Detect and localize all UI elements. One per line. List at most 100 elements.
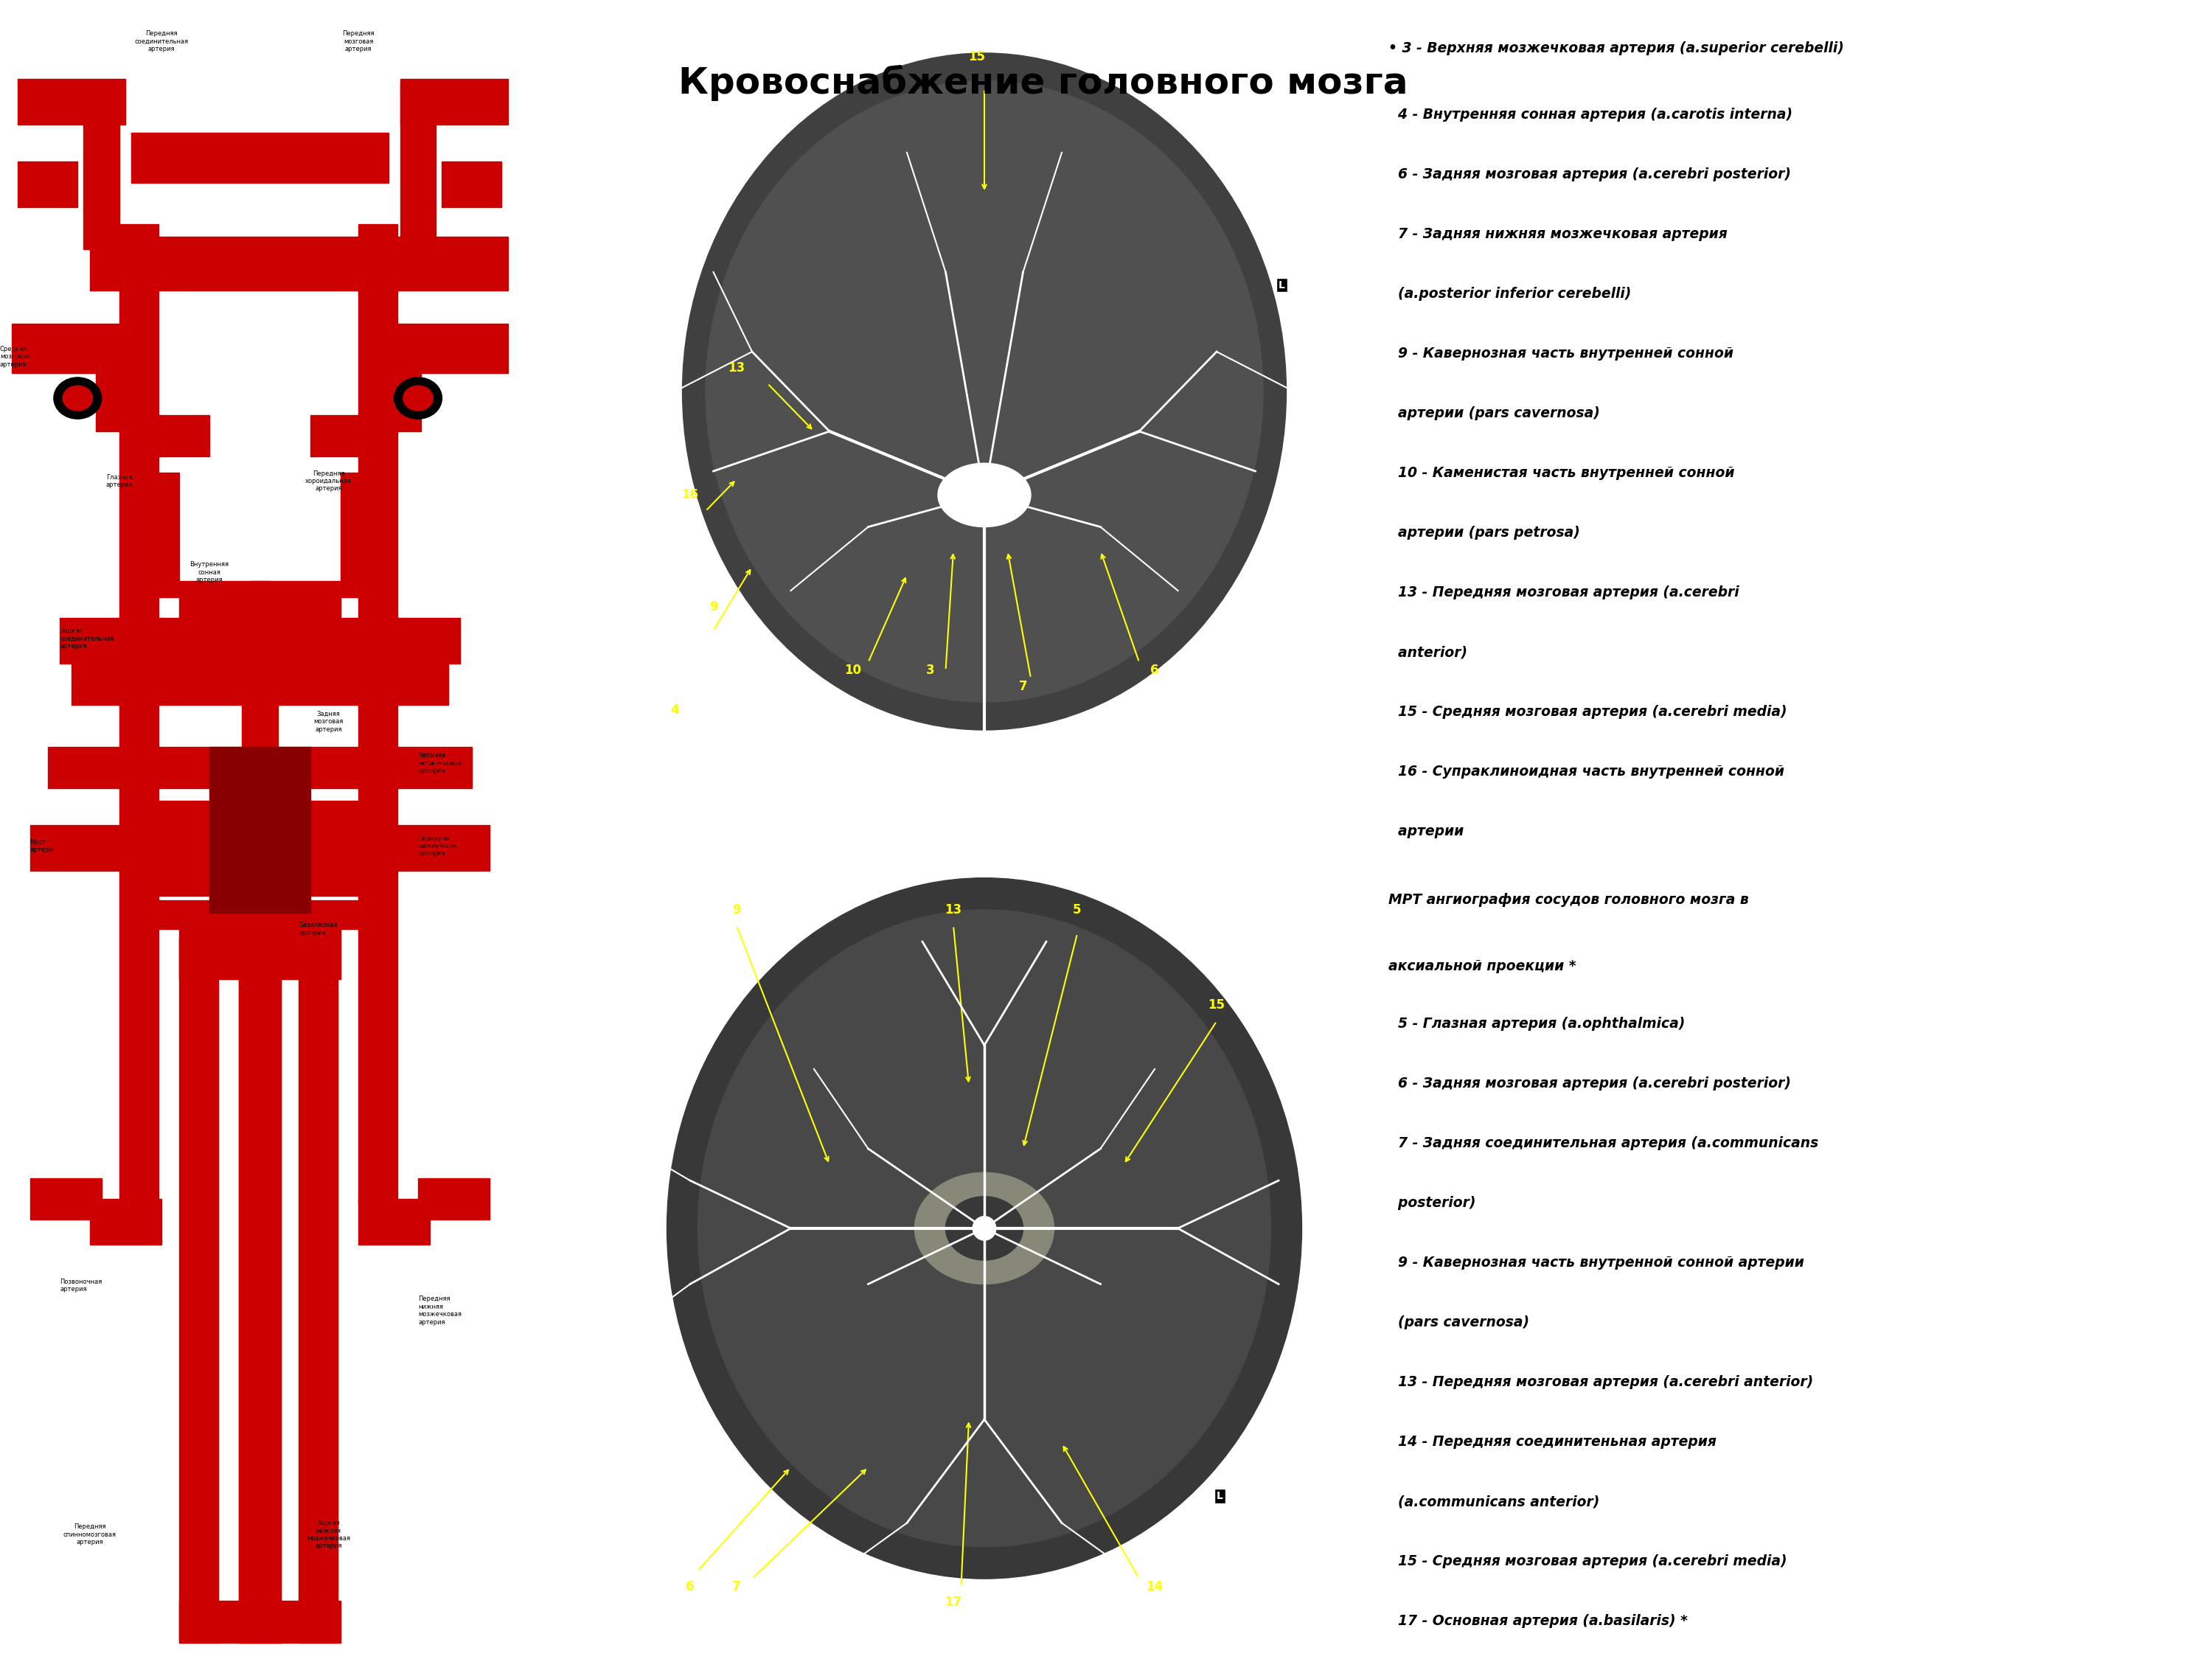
Bar bbox=[49, 747, 250, 788]
Ellipse shape bbox=[668, 878, 1301, 1579]
Bar bbox=[310, 415, 383, 456]
Text: 9 - Кавернозная часть внутренной сонной артерии: 9 - Кавернозная часть внутренной сонной … bbox=[1389, 1256, 1805, 1269]
Ellipse shape bbox=[916, 1173, 1053, 1284]
Bar bbox=[270, 825, 489, 871]
Ellipse shape bbox=[403, 385, 434, 410]
Bar bbox=[150, 899, 250, 929]
Text: (a.posterior inferior cerebelli): (a.posterior inferior cerebelli) bbox=[1389, 287, 1630, 300]
Text: 6 - Задняя мозговая артерия (a.cerebri posterior): 6 - Задняя мозговая артерия (a.cerebri p… bbox=[1389, 168, 1792, 181]
Bar bbox=[18, 78, 126, 124]
Text: 7: 7 bbox=[732, 1579, 741, 1593]
Ellipse shape bbox=[62, 385, 93, 410]
Ellipse shape bbox=[394, 377, 442, 418]
Bar bbox=[400, 83, 436, 249]
Text: Передняя
нижнемозж.
артерия: Передняя нижнемозж. артерия bbox=[418, 834, 458, 858]
Bar bbox=[208, 747, 310, 912]
Bar bbox=[270, 800, 369, 830]
Bar bbox=[18, 161, 77, 207]
Text: L: L bbox=[1217, 1491, 1223, 1501]
Bar bbox=[241, 597, 279, 954]
Text: 15 - Средняя мозговая артерия (a.cerebri media): 15 - Средняя мозговая артерия (a.cerebri… bbox=[1389, 705, 1787, 718]
Text: аксиальной проекции *: аксиальной проекции * bbox=[1389, 959, 1575, 972]
Bar bbox=[270, 664, 447, 705]
Text: 14 - Передняя соединитеньная артерия: 14 - Передняя соединитеньная артерия bbox=[1389, 1435, 1717, 1448]
Text: Передняя
спинномозговая
артерия: Передняя спинномозговая артерия bbox=[62, 1523, 115, 1546]
Text: 6: 6 bbox=[1150, 664, 1159, 677]
Text: 7 - Задняя нижняя мозжечковая артерия: 7 - Задняя нижняя мозжечковая артерия bbox=[1389, 227, 1728, 241]
Bar bbox=[88, 1198, 161, 1244]
Text: 4 - Внутренняя сонная артерия (a.carotis interna): 4 - Внутренняя сонная артерия (a.carotis… bbox=[1389, 108, 1792, 121]
Bar bbox=[358, 224, 398, 539]
Text: 5 - Глазная артерия (a.ophthalmica): 5 - Глазная артерия (a.ophthalmica) bbox=[1389, 1017, 1686, 1030]
Text: 16: 16 bbox=[681, 488, 699, 501]
Text: 10 - Каменистая часть внутренней сонной: 10 - Каменистая часть внутренней сонной bbox=[1389, 466, 1734, 479]
Bar bbox=[137, 415, 208, 456]
Text: 10: 10 bbox=[845, 664, 860, 677]
Text: anterior): anterior) bbox=[1389, 645, 1467, 659]
Text: 15: 15 bbox=[969, 50, 984, 63]
Bar bbox=[239, 937, 281, 1642]
Text: 4: 4 bbox=[670, 703, 679, 717]
Bar bbox=[358, 539, 398, 1203]
Text: Передняя
хороидальная
артерия: Передняя хороидальная артерия bbox=[305, 469, 352, 493]
Text: Кровоснабжение головного мозга: Кровоснабжение головного мозга bbox=[677, 65, 1407, 101]
Bar bbox=[60, 617, 270, 664]
Text: 5: 5 bbox=[1073, 902, 1082, 916]
Bar bbox=[383, 365, 420, 431]
Text: • 3 - Верхняя мозжечковая артерия (a.superior cerebelli): • 3 - Верхняя мозжечковая артерия (a.sup… bbox=[1389, 41, 1845, 55]
Bar bbox=[11, 324, 131, 373]
Bar bbox=[358, 1198, 429, 1244]
Text: 9 - Кавернозная часть внутренней сонной: 9 - Кавернозная часть внутренней сонной bbox=[1389, 347, 1734, 360]
Bar bbox=[400, 78, 507, 124]
Text: 13: 13 bbox=[728, 362, 745, 375]
Bar bbox=[341, 473, 369, 597]
Bar bbox=[150, 800, 250, 830]
Text: 6 - Задняя мозговая артерия (a.cerebri posterior): 6 - Задняя мозговая артерия (a.cerebri p… bbox=[1389, 1077, 1792, 1090]
Bar bbox=[239, 962, 281, 1642]
Bar bbox=[299, 937, 338, 1642]
Text: артерии (pars petrosa): артерии (pars petrosa) bbox=[1389, 526, 1579, 539]
Text: 9: 9 bbox=[732, 902, 741, 916]
Bar bbox=[131, 133, 389, 182]
Bar bbox=[179, 926, 341, 979]
Text: Задняя
нижняя
мозжечковая
артерия: Задняя нижняя мозжечковая артерия bbox=[307, 1520, 349, 1550]
Ellipse shape bbox=[706, 81, 1263, 702]
Ellipse shape bbox=[973, 1216, 995, 1241]
Text: Мост
артерм: Мост артерм bbox=[31, 839, 53, 853]
Text: Средняя
мозговая
артерия: Средняя мозговая артерия bbox=[0, 345, 29, 368]
Text: 14: 14 bbox=[1146, 1579, 1164, 1593]
Text: 7: 7 bbox=[1020, 680, 1026, 693]
Bar bbox=[179, 937, 219, 1642]
Bar bbox=[31, 1178, 102, 1219]
Ellipse shape bbox=[947, 1196, 1022, 1261]
Text: Задняя
соединительная
артерия: Задняя соединительная артерия bbox=[60, 627, 113, 650]
Bar bbox=[71, 664, 250, 705]
Text: 3: 3 bbox=[927, 664, 933, 677]
Bar bbox=[389, 324, 507, 373]
Text: Передняя
соединительная
артерия: Передняя соединительная артерия bbox=[135, 30, 188, 53]
Bar bbox=[150, 866, 250, 896]
Text: 9: 9 bbox=[710, 601, 717, 614]
Text: Базилярная
артерия: Базилярная артерия bbox=[299, 922, 336, 936]
Bar bbox=[179, 581, 270, 622]
Bar bbox=[270, 866, 369, 896]
Bar bbox=[119, 539, 159, 1203]
Text: Верхняя
мозжечковая
артерия: Верхняя мозжечковая артерия bbox=[418, 752, 462, 775]
Bar bbox=[270, 747, 471, 788]
Bar bbox=[179, 1601, 341, 1642]
Text: Задняя
мозговая
артерия: Задняя мозговая артерия bbox=[314, 710, 343, 733]
Bar bbox=[88, 237, 507, 290]
Text: 17: 17 bbox=[945, 1596, 962, 1609]
Ellipse shape bbox=[938, 463, 1031, 528]
Text: 13 - Передняя мозговая артерия (a.cerebri: 13 - Передняя мозговая артерия (a.cerebr… bbox=[1389, 586, 1739, 599]
Text: Передняя
мозговая
артерия: Передняя мозговая артерия bbox=[343, 30, 374, 53]
Text: 13: 13 bbox=[945, 902, 962, 916]
Bar bbox=[418, 1178, 489, 1219]
Ellipse shape bbox=[53, 377, 102, 418]
Text: Позвоночная
артерия: Позвоночная артерия bbox=[60, 1279, 102, 1292]
Text: 17 - Основная артерия (a.basilaris) *: 17 - Основная артерия (a.basilaris) * bbox=[1389, 1614, 1688, 1627]
Text: Глазная
артерия: Глазная артерия bbox=[106, 474, 133, 488]
Bar bbox=[250, 617, 460, 664]
Text: Передняя
нижняя
мозжечковая
артерия: Передняя нижняя мозжечковая артерия bbox=[418, 1296, 462, 1326]
Bar bbox=[95, 365, 135, 431]
